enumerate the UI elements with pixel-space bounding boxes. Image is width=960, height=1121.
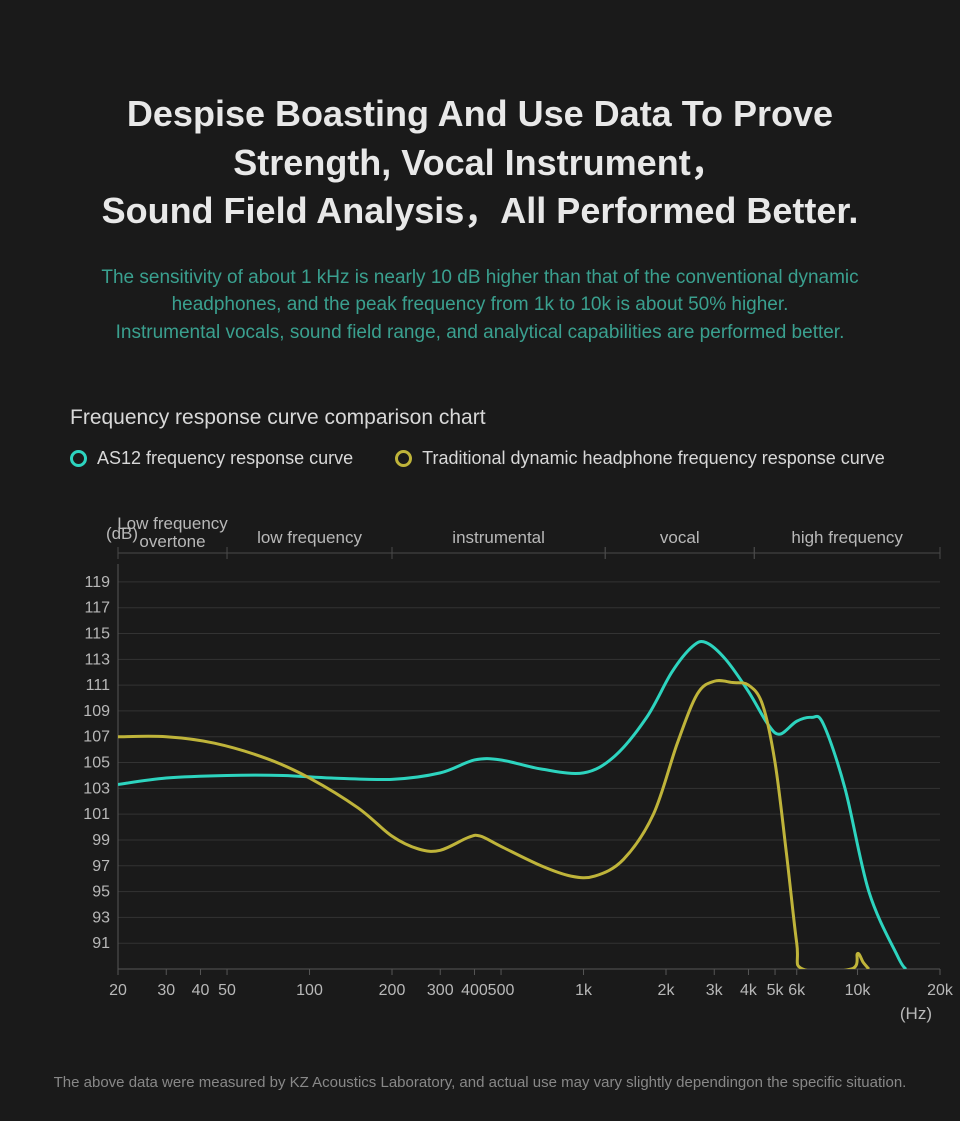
svg-text:400: 400 bbox=[461, 982, 488, 999]
chart-container: 91 93 95 97 99 101 103 105 107 109 111 113 115 117 119… bbox=[60, 509, 940, 1044]
svg-text:10k: 10k bbox=[845, 982, 872, 999]
legend-item-series2: Traditional dynamic headphone frequency … bbox=[395, 448, 885, 469]
svg-text:100: 100 bbox=[296, 982, 323, 999]
svg-text:111: 111 bbox=[86, 678, 110, 695]
chart-title: Frequency response curve comparison char… bbox=[70, 406, 890, 430]
frequency-response-chart: 91 93 95 97 99 101 103 105 107 109 111 113 115 117 119… bbox=[60, 509, 960, 1039]
svg-text:50: 50 bbox=[218, 982, 236, 999]
main-title: Despise Boasting And Use Data To Prove S… bbox=[40, 90, 920, 236]
svg-text:99: 99 bbox=[92, 832, 110, 849]
svg-text:1k: 1k bbox=[575, 982, 593, 999]
chart-section: Frequency response curve comparison char… bbox=[40, 406, 920, 1044]
svg-text:40: 40 bbox=[192, 982, 210, 999]
svg-text:low frequency: low frequency bbox=[257, 528, 362, 547]
svg-text:5k: 5k bbox=[767, 982, 785, 999]
svg-text:20: 20 bbox=[109, 982, 127, 999]
svg-text:107: 107 bbox=[83, 729, 110, 746]
subtitle-line-1: The sensitivity of about 1 kHz is nearly… bbox=[101, 267, 858, 288]
svg-text:117: 117 bbox=[84, 600, 110, 617]
svg-text:300: 300 bbox=[427, 982, 454, 999]
svg-text:95: 95 bbox=[92, 884, 110, 901]
svg-text:113: 113 bbox=[84, 652, 110, 669]
svg-text:(Hz): (Hz) bbox=[900, 1004, 932, 1023]
svg-text:20k: 20k bbox=[927, 982, 954, 999]
svg-text:high frequency: high frequency bbox=[791, 528, 903, 547]
svg-text:overtone: overtone bbox=[139, 532, 205, 551]
svg-text:3k: 3k bbox=[706, 982, 724, 999]
svg-text:6k: 6k bbox=[788, 982, 806, 999]
svg-text:115: 115 bbox=[84, 626, 110, 643]
legend: AS12 frequency response curve Traditiona… bbox=[70, 448, 890, 469]
legend-marker-icon bbox=[395, 450, 412, 467]
legend-label-1: AS12 frequency response curve bbox=[97, 448, 353, 469]
title-line-3: Sound Field Analysis，All Performed Bette… bbox=[102, 190, 859, 231]
svg-text:91: 91 bbox=[92, 936, 110, 953]
footnote: The above data were measured by KZ Acous… bbox=[40, 1074, 920, 1091]
subtitle-line-2: headphones, and the peak frequency from … bbox=[172, 294, 789, 315]
svg-text:105: 105 bbox=[83, 755, 110, 772]
svg-text:500: 500 bbox=[488, 982, 515, 999]
svg-text:vocal: vocal bbox=[660, 528, 700, 547]
svg-text:4k: 4k bbox=[740, 982, 758, 999]
subtitle-line-3: Instrumental vocals, sound field range, … bbox=[116, 322, 845, 343]
svg-text:109: 109 bbox=[83, 703, 110, 720]
legend-item-series1: AS12 frequency response curve bbox=[70, 448, 353, 469]
svg-text:101: 101 bbox=[83, 807, 110, 824]
svg-text:30: 30 bbox=[157, 982, 175, 999]
legend-marker-icon bbox=[70, 450, 87, 467]
svg-text:93: 93 bbox=[92, 910, 110, 927]
title-line-2: Strength, Vocal Instrument， bbox=[233, 142, 726, 183]
svg-text:Low frequency: Low frequency bbox=[117, 514, 228, 533]
svg-text:103: 103 bbox=[83, 781, 110, 798]
svg-text:97: 97 bbox=[92, 858, 110, 875]
subtitle: The sensitivity of about 1 kHz is nearly… bbox=[40, 264, 920, 347]
legend-label-2: Traditional dynamic headphone frequency … bbox=[422, 448, 885, 469]
svg-text:2k: 2k bbox=[658, 982, 676, 999]
title-line-1: Despise Boasting And Use Data To Prove bbox=[127, 93, 833, 134]
svg-text:200: 200 bbox=[379, 982, 406, 999]
svg-text:instrumental: instrumental bbox=[452, 528, 545, 547]
svg-text:119: 119 bbox=[84, 574, 110, 591]
